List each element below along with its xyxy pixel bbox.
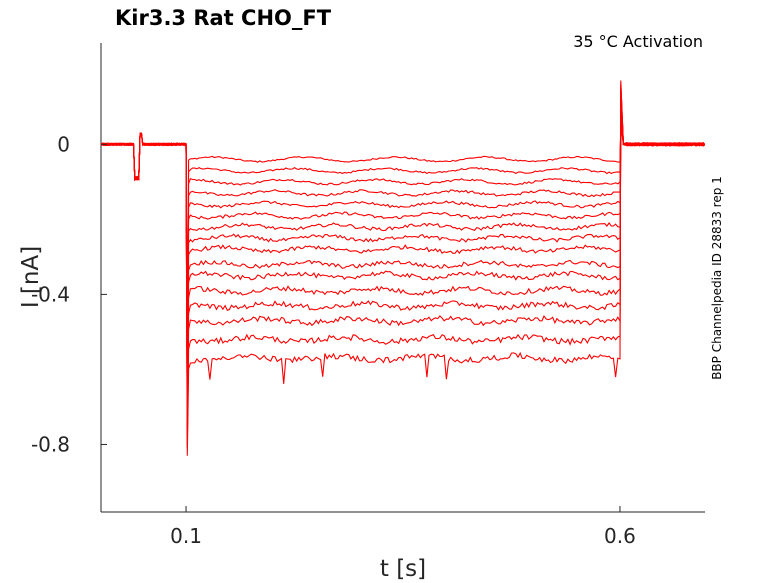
y-tick-label: 0 — [57, 132, 70, 156]
current-trace — [100, 80, 706, 456]
axes — [100, 43, 705, 513]
current-trace — [100, 89, 705, 431]
current-trace — [100, 113, 706, 365]
x-tick-label: 0.6 — [604, 524, 636, 548]
x-tick-label: 0.1 — [170, 524, 202, 548]
temperature-annotation: 35 °C Activation — [573, 32, 703, 51]
current-trace — [100, 92, 705, 423]
current-trace — [100, 86, 705, 440]
y-tick-label: -0.8 — [31, 432, 70, 456]
x-axis-label: t [s] — [380, 556, 426, 582]
current-trace — [100, 125, 705, 332]
chart-title: Kir3.3 Rat CHO_FT — [115, 6, 332, 30]
channelpedia-id-label: BBP Channelpedia ID 28833 rep 1 — [710, 176, 724, 380]
y-axis-label: I [nA] — [18, 246, 44, 308]
ticks: 0.1 0.6 0 -0.4 -0.8 — [31, 132, 636, 548]
current-trace — [100, 119, 706, 348]
current-trace — [100, 101, 706, 398]
current-traces — [100, 80, 706, 456]
y-tick-label: -0.4 — [31, 282, 70, 306]
current-trace — [100, 83, 705, 448]
current-trace — [100, 104, 706, 390]
